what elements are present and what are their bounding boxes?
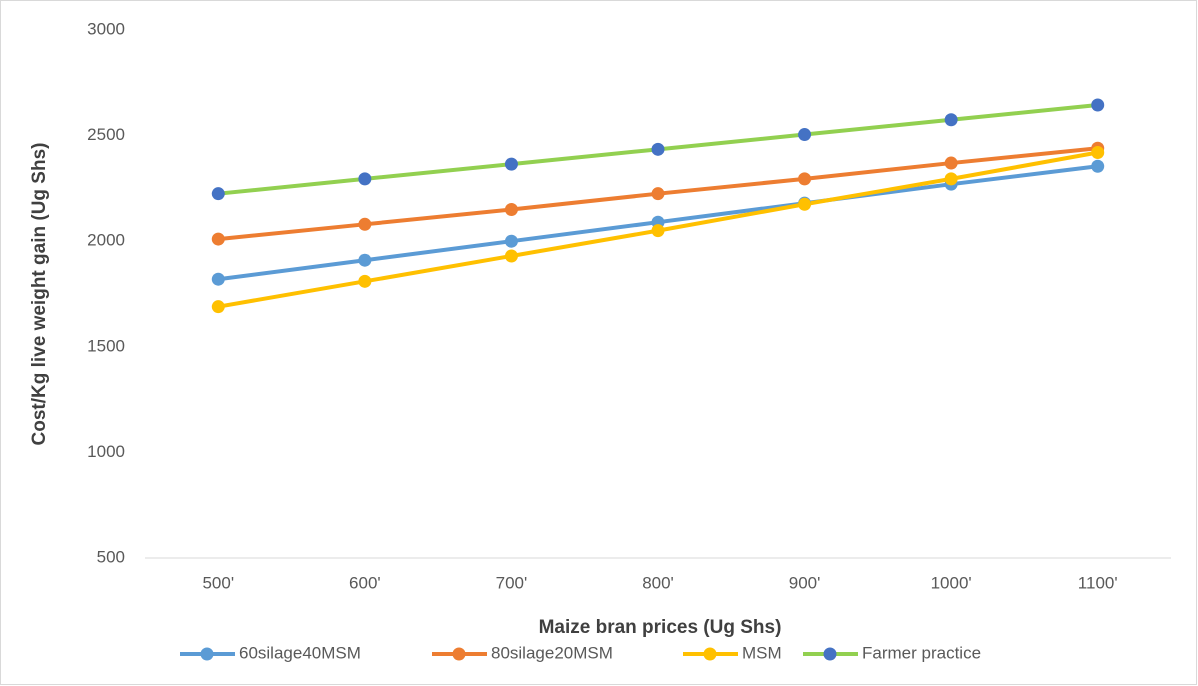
data-point — [211, 232, 225, 246]
legend-label: 80silage20MSM — [491, 643, 613, 662]
x-tick-label: 800' — [642, 573, 674, 592]
legend-label: Farmer practice — [862, 643, 981, 662]
legend-label: 60silage40MSM — [239, 643, 361, 662]
data-point — [358, 253, 372, 267]
data-point — [651, 187, 665, 201]
data-point — [358, 274, 372, 288]
data-point — [504, 157, 518, 171]
x-axis-title: Maize bran prices (Ug Shs) — [539, 617, 782, 638]
y-tick-label: 3000 — [87, 19, 125, 38]
x-tick-label: 1000' — [931, 573, 972, 592]
data-point — [798, 172, 812, 186]
data-point — [211, 272, 225, 286]
legend-marker — [823, 647, 837, 661]
y-tick-label: 1500 — [87, 336, 125, 355]
data-point — [1091, 98, 1105, 112]
data-point — [504, 203, 518, 217]
data-point — [358, 172, 372, 186]
data-point — [1091, 145, 1105, 159]
legend-label: MSM — [742, 643, 782, 662]
data-point — [798, 128, 812, 142]
y-tick-label: 1000 — [87, 442, 125, 461]
x-tick-label: 900' — [789, 573, 821, 592]
x-tick-label: 500' — [202, 573, 234, 592]
data-point — [944, 172, 958, 186]
data-point — [651, 224, 665, 238]
data-point — [944, 156, 958, 170]
legend-marker — [452, 647, 466, 661]
data-point — [211, 300, 225, 314]
data-point — [1091, 159, 1105, 173]
y-tick-label: 2000 — [87, 231, 125, 250]
data-point — [798, 197, 812, 211]
x-tick-label: 600' — [349, 573, 381, 592]
data-point — [211, 187, 225, 201]
legend-marker — [703, 647, 717, 661]
data-point — [944, 113, 958, 127]
data-point — [504, 234, 518, 248]
data-point — [504, 249, 518, 263]
y-tick-label: 2500 — [87, 125, 125, 144]
x-tick-label: 1100' — [1078, 573, 1118, 592]
data-point — [651, 142, 665, 156]
y-axis-title: Cost/Kg live weight gain (Ug Shs) — [29, 143, 50, 446]
x-tick-label: 700' — [496, 573, 528, 592]
legend-marker — [200, 647, 214, 661]
data-point — [358, 217, 372, 231]
y-tick-label: 500 — [97, 547, 125, 566]
